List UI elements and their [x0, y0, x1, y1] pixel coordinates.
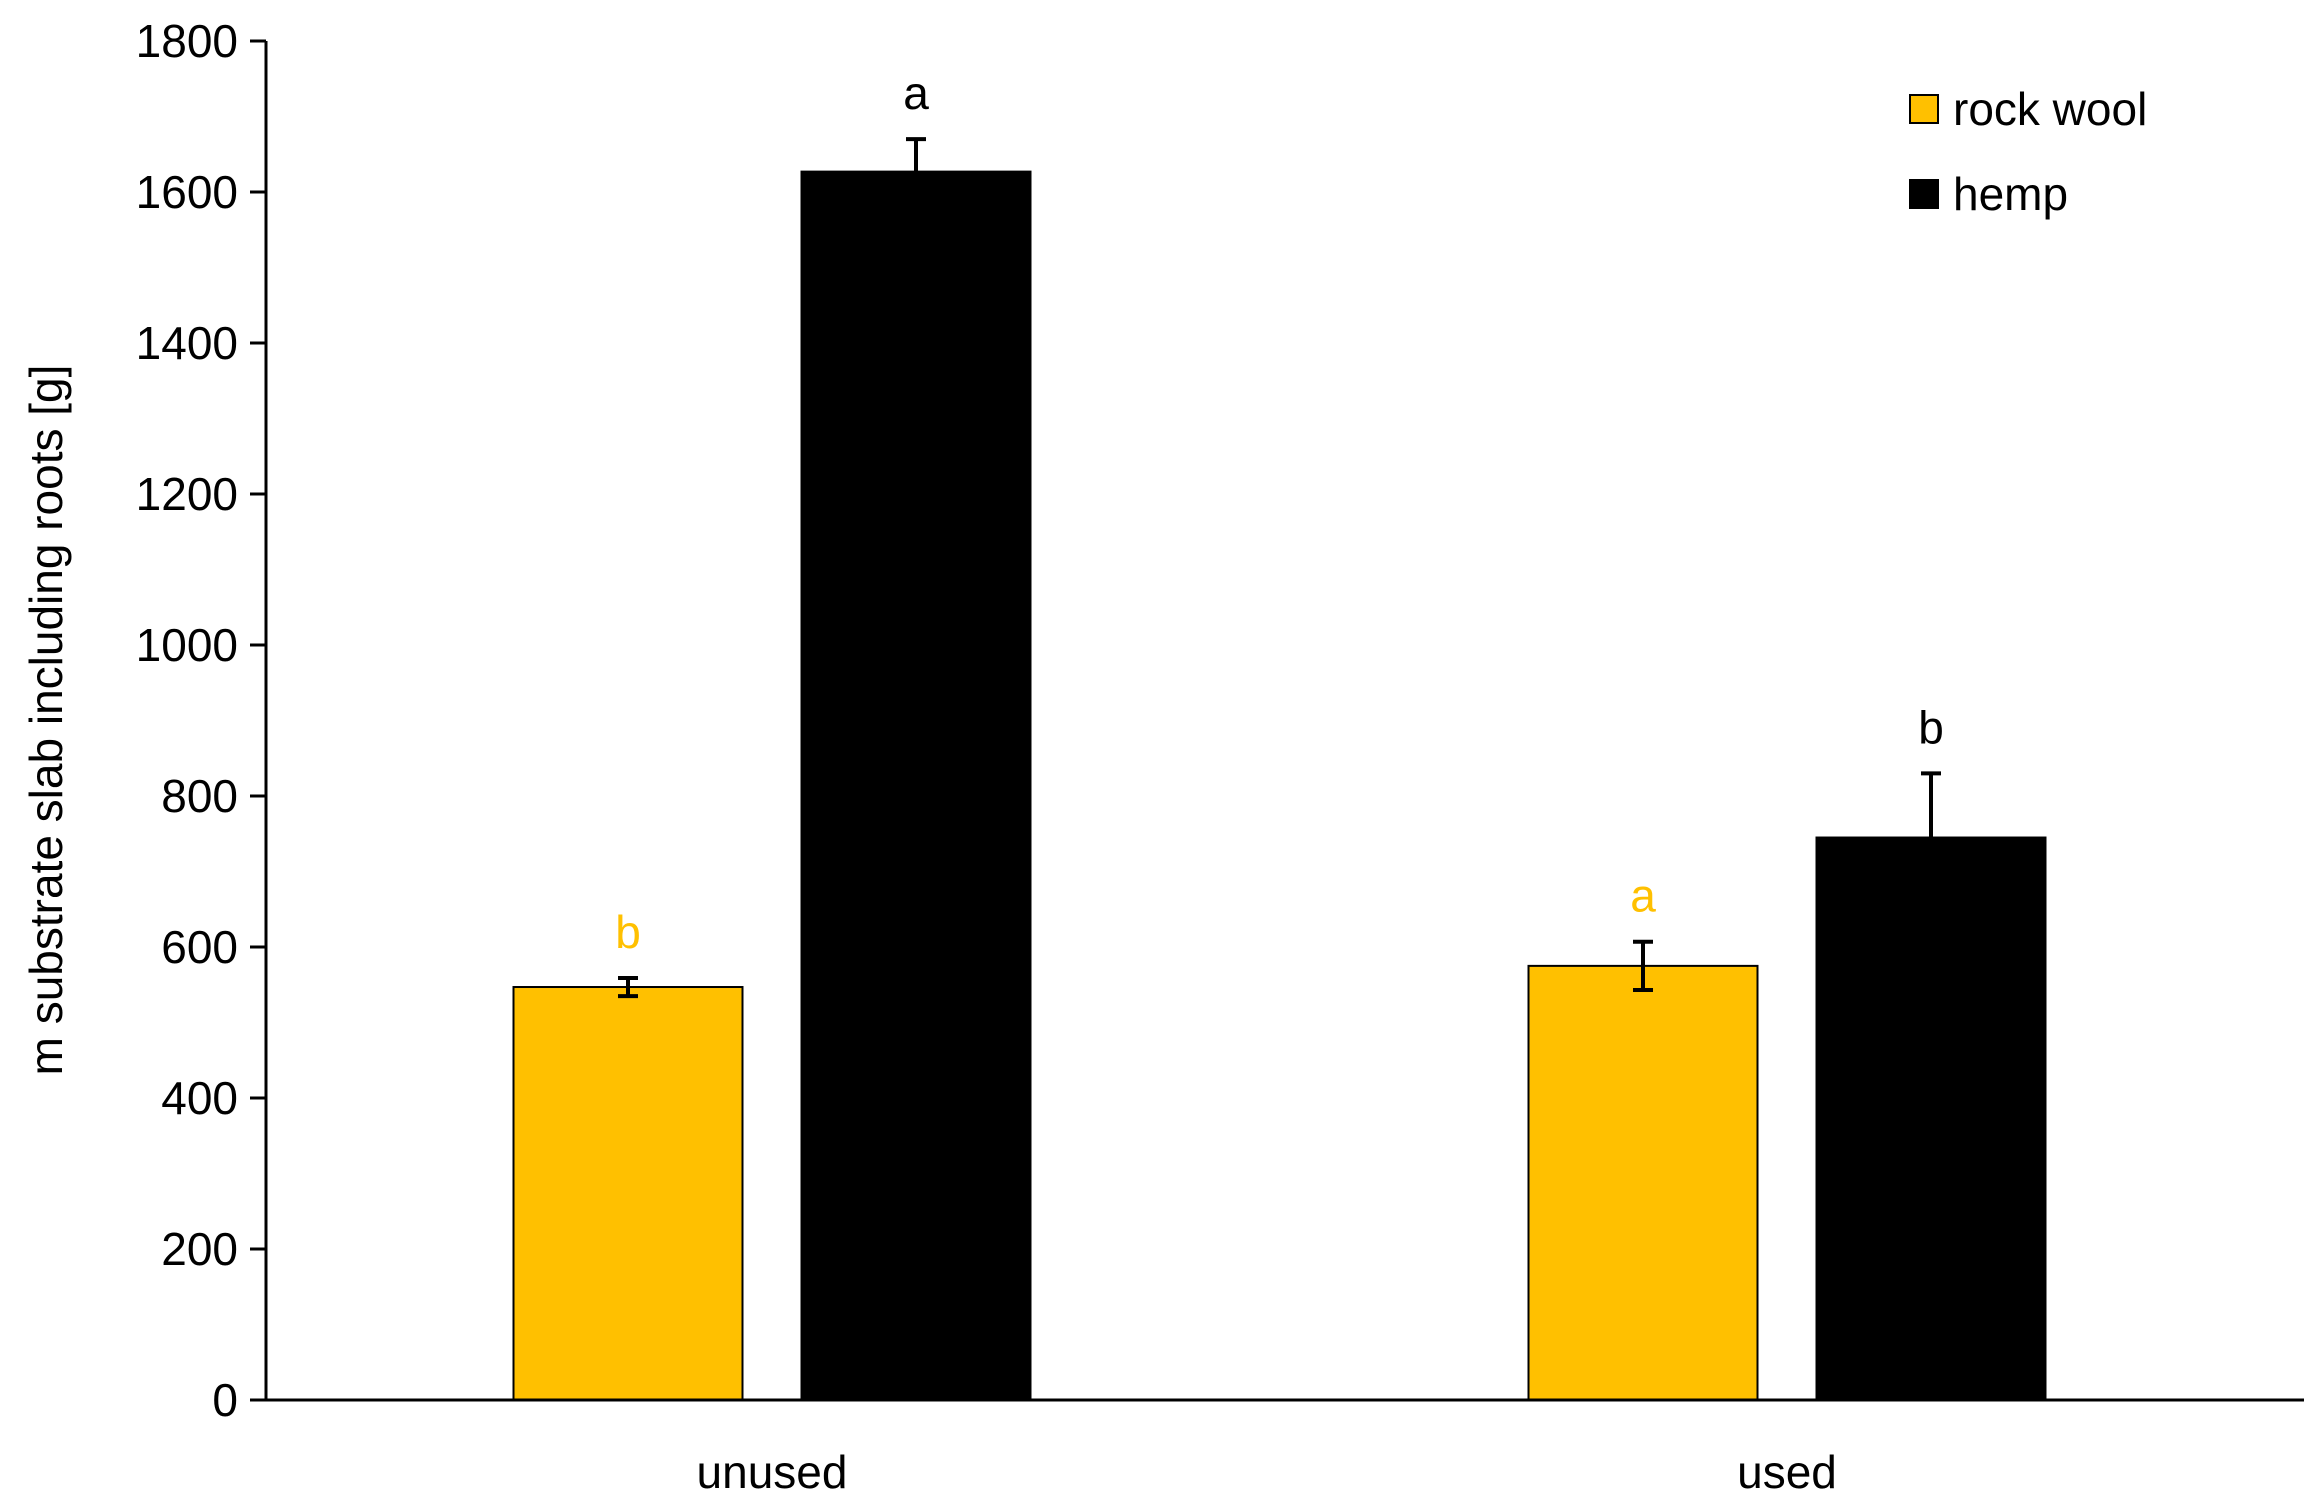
- significance-label: a: [903, 67, 929, 119]
- y-tick-label: 200: [161, 1223, 238, 1275]
- legend-swatch: [1909, 94, 1939, 124]
- y-tick-label: 0: [212, 1374, 238, 1426]
- x-tick-label: used: [1737, 1446, 1837, 1498]
- error-bar: [1921, 771, 1941, 904]
- legend-label: rock wool: [1953, 83, 2147, 135]
- legend-swatch: [1909, 179, 1939, 209]
- x-tick-label: unused: [697, 1446, 848, 1498]
- y-tick-label: 600: [161, 921, 238, 973]
- bar: [1815, 836, 2047, 1401]
- bar: [1527, 964, 1759, 1401]
- y-tick-label: 1600: [136, 166, 238, 218]
- y-tick-label: 1200: [136, 468, 238, 520]
- bar: [512, 986, 744, 1401]
- bar: [800, 170, 1032, 1402]
- error-bar: [1633, 939, 1653, 993]
- y-tick-label: 1400: [136, 317, 238, 369]
- y-tick-label: 1000: [136, 619, 238, 671]
- error-bar: [906, 137, 926, 207]
- significance-label: a: [1630, 870, 1656, 922]
- significance-label: b: [615, 906, 641, 958]
- legend-label: hemp: [1953, 168, 2068, 220]
- y-tick-label: 400: [161, 1072, 238, 1124]
- significance-label: b: [1918, 701, 1944, 753]
- error-bar: [618, 975, 638, 999]
- y-tick-label: 800: [161, 770, 238, 822]
- y-axis-label: m substrate slab including roots [g]: [20, 365, 72, 1076]
- y-tick-label: 1800: [136, 15, 238, 67]
